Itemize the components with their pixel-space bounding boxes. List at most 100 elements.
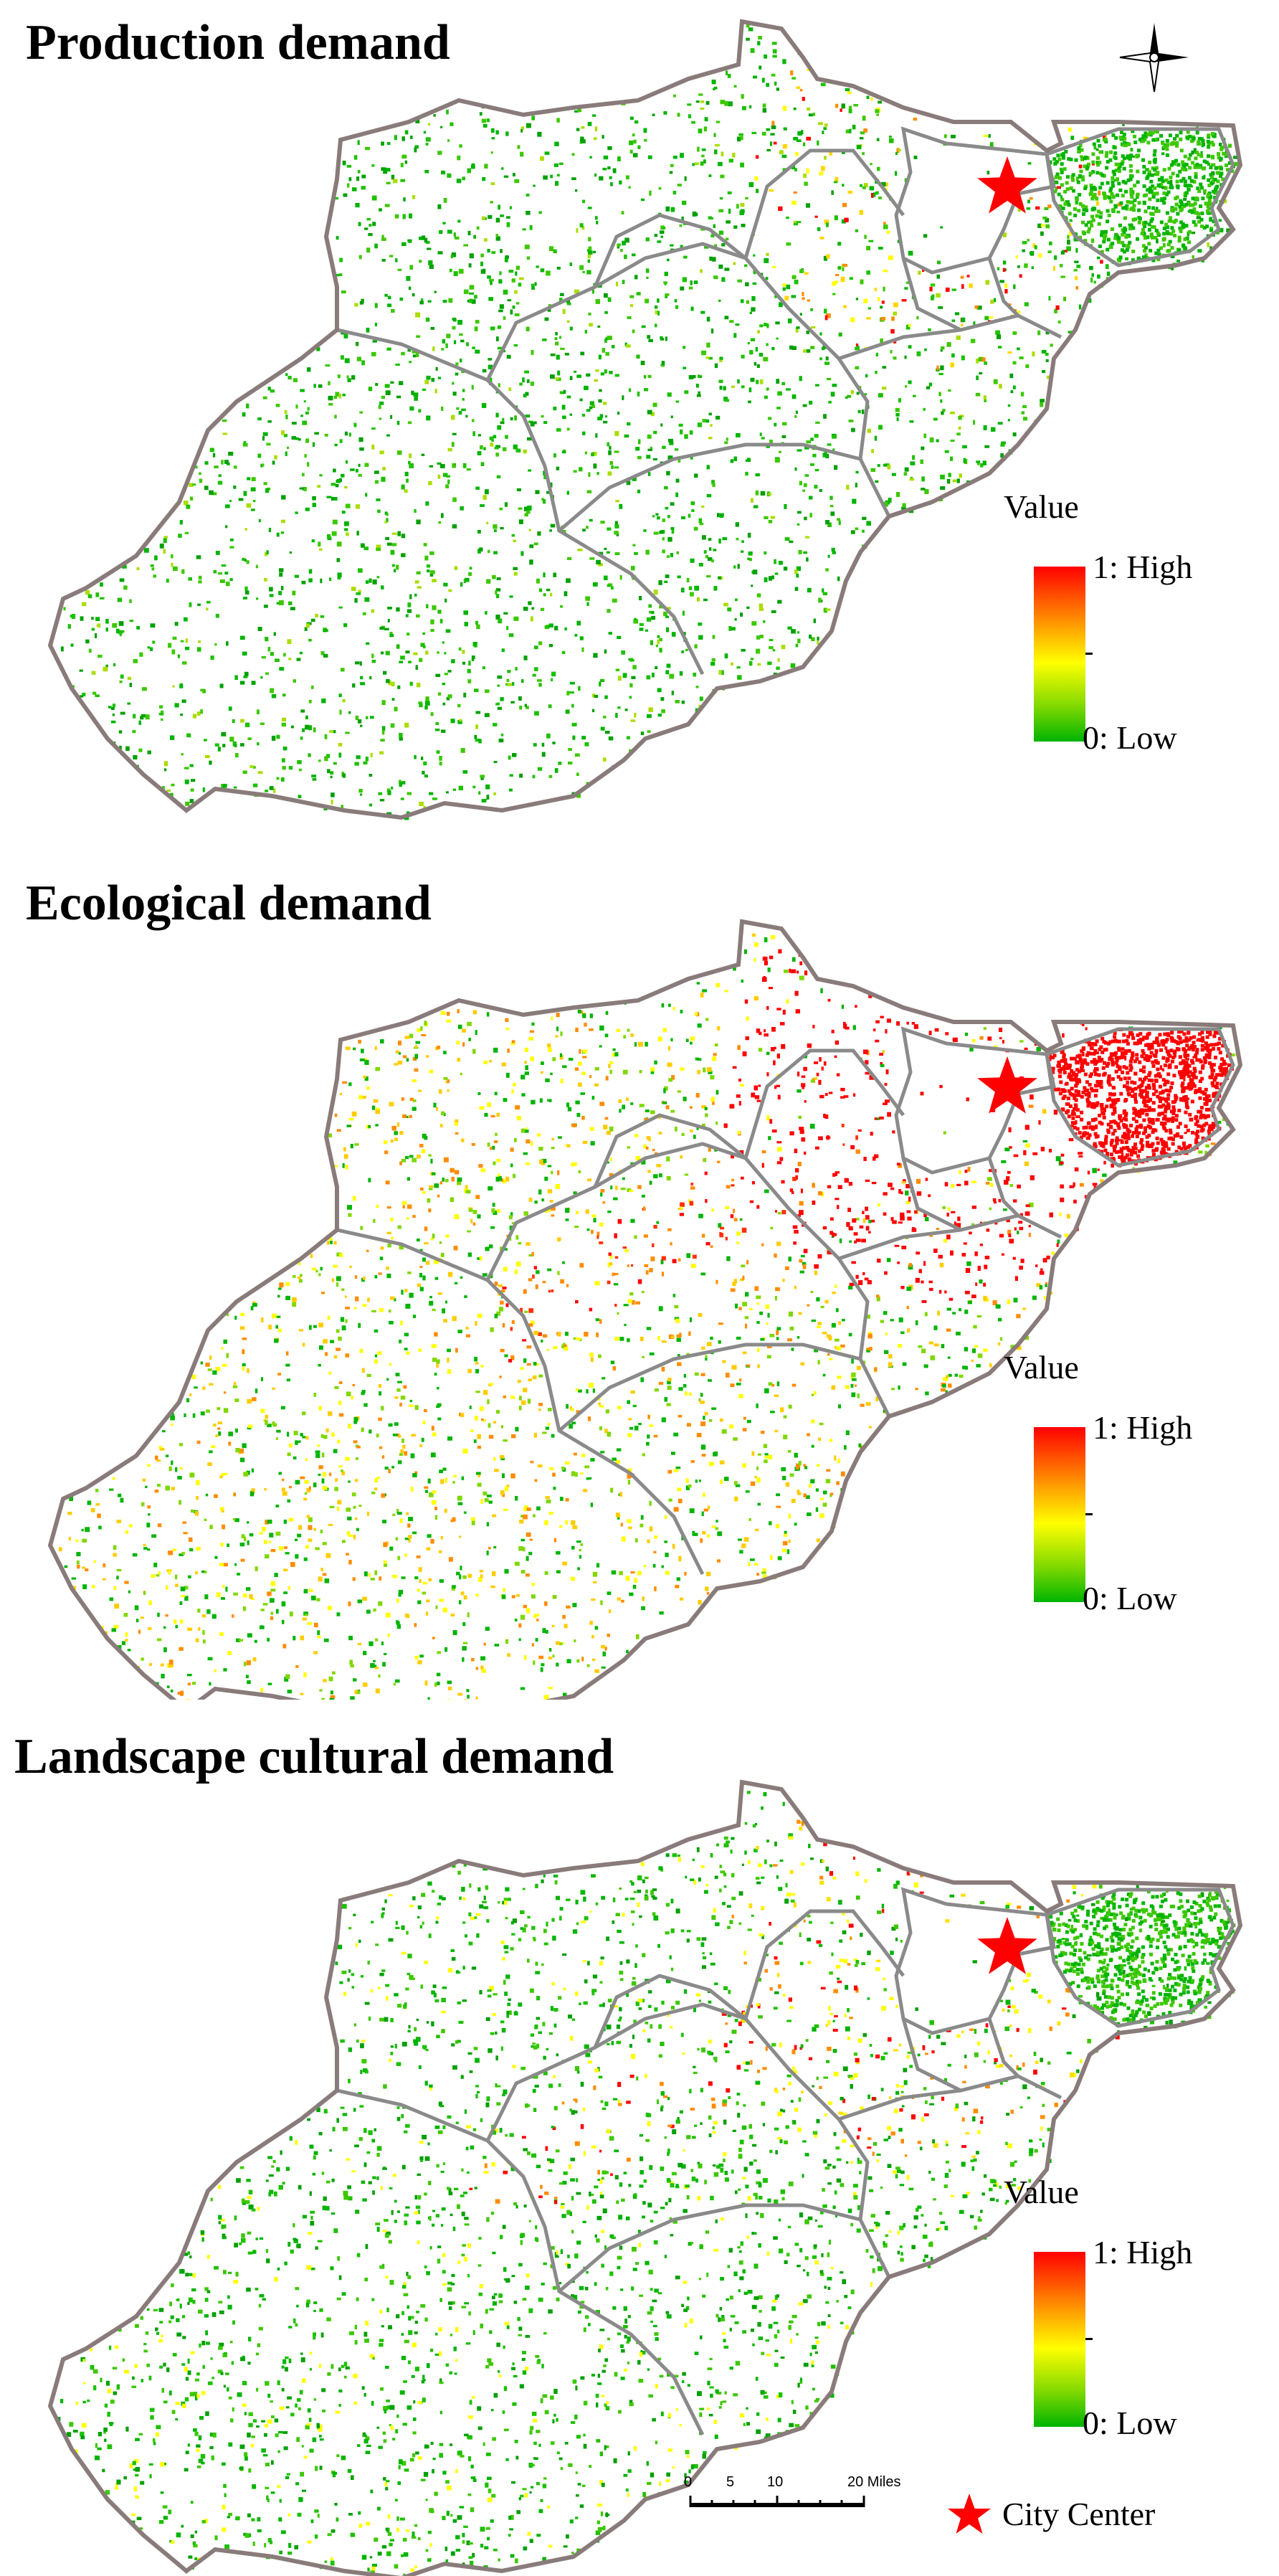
raster-cell: [285, 415, 288, 420]
raster-cell: [667, 1062, 672, 1067]
raster-cell: [584, 329, 587, 334]
raster-cell: [321, 699, 326, 704]
raster-cell: [1187, 156, 1192, 161]
raster-cell: [338, 743, 343, 747]
raster-cell: [357, 140, 360, 145]
raster-cell: [906, 1021, 909, 1025]
raster-cell: [1063, 189, 1068, 194]
raster-cell: [648, 707, 653, 712]
raster-cell: [796, 139, 802, 142]
raster-cell: [118, 730, 123, 734]
raster-cell: [295, 404, 298, 409]
raster-cell: [1100, 260, 1103, 264]
raster-cell: [349, 1659, 353, 1665]
raster-cell: [915, 1388, 918, 1391]
raster-cell: [1197, 249, 1202, 253]
raster-cell: [530, 616, 533, 622]
raster-cell: [478, 739, 482, 744]
raster-cell: [138, 748, 143, 752]
raster-cell: [607, 1591, 612, 1595]
raster-cell: [469, 253, 474, 259]
raster-cell: [404, 471, 409, 477]
raster-cell: [755, 155, 759, 159]
raster-cell: [1104, 140, 1108, 143]
raster-cell: [157, 1523, 162, 1528]
raster-cell: [656, 1221, 660, 1224]
raster-cell: [756, 189, 759, 194]
raster-cell: [259, 1532, 263, 1535]
raster-cell: [513, 344, 518, 347]
raster-cell: [485, 489, 489, 495]
raster-cell: [804, 181, 808, 186]
raster-cell: [629, 1292, 634, 1296]
raster-cell: [497, 346, 503, 350]
raster-cell: [718, 670, 721, 675]
raster-cell: [645, 1270, 649, 1275]
raster-cell: [141, 687, 147, 691]
raster-cell: [168, 643, 172, 648]
raster-cell: [490, 1585, 495, 1588]
raster-cell: [1118, 1139, 1123, 1142]
raster-cell: [428, 480, 432, 486]
raster-cell: [803, 1066, 807, 1071]
raster-cell: [764, 1459, 768, 1464]
raster-cell: [845, 1385, 850, 1389]
raster-cell: [855, 346, 857, 351]
raster-cell: [764, 960, 768, 966]
raster-cell: [1068, 331, 1073, 333]
raster-cell: [378, 1417, 382, 1421]
raster-cell: [508, 1359, 513, 1363]
raster-cell: [659, 638, 662, 642]
raster-cell: [234, 1518, 239, 1523]
raster-cell: [525, 1127, 528, 1130]
raster-cell: [647, 714, 652, 719]
raster-cell: [726, 437, 728, 441]
raster-cell: [579, 140, 582, 144]
raster-cell: [222, 1363, 227, 1367]
raster-cell: [684, 1571, 687, 1576]
raster-cell: [408, 1538, 411, 1543]
raster-cell: [455, 1132, 459, 1135]
raster-cell: [381, 729, 385, 735]
raster-cell: [810, 437, 814, 441]
raster-cell: [233, 486, 237, 489]
raster-cell: [446, 791, 449, 794]
raster-cell: [855, 298, 859, 300]
raster-cell: [1216, 230, 1219, 235]
raster-cell: [602, 757, 607, 762]
raster-cell: [163, 761, 168, 767]
raster-cell: [599, 389, 602, 392]
raster-cell: [1095, 214, 1099, 218]
raster-cell: [770, 1555, 773, 1561]
raster-cell: [354, 598, 358, 603]
raster-cell: [1153, 191, 1157, 196]
raster-cell: [429, 1188, 433, 1190]
raster-cell: [1175, 179, 1179, 184]
raster-cell: [514, 313, 520, 316]
raster-cell: [1217, 156, 1221, 160]
raster-cell: [184, 531, 189, 534]
map-production: [47, 19, 1243, 820]
raster-cell: [406, 1512, 409, 1515]
raster-cell: [223, 1563, 228, 1567]
raster-cell: [827, 554, 830, 558]
raster-cell: [1111, 176, 1115, 180]
raster-cell: [317, 1630, 320, 1635]
raster-cell: [95, 592, 100, 597]
raster-cell: [305, 411, 309, 415]
raster-cell: [1179, 201, 1184, 205]
raster-cell: [733, 456, 737, 461]
raster-cell: [270, 1611, 274, 1615]
raster-cell: [232, 719, 235, 724]
raster-cell: [371, 1105, 376, 1110]
legend-high-label: 1: High: [1093, 549, 1193, 585]
raster-cell: [569, 326, 573, 331]
raster-cell: [1044, 1296, 1047, 1299]
raster-cell: [1173, 234, 1177, 237]
raster-cell: [787, 1450, 791, 1453]
raster-cell: [581, 126, 585, 129]
raster-cell: [766, 128, 771, 131]
raster-cell: [885, 1069, 889, 1074]
raster-cell: [577, 1389, 582, 1393]
raster-cell: [358, 789, 363, 793]
